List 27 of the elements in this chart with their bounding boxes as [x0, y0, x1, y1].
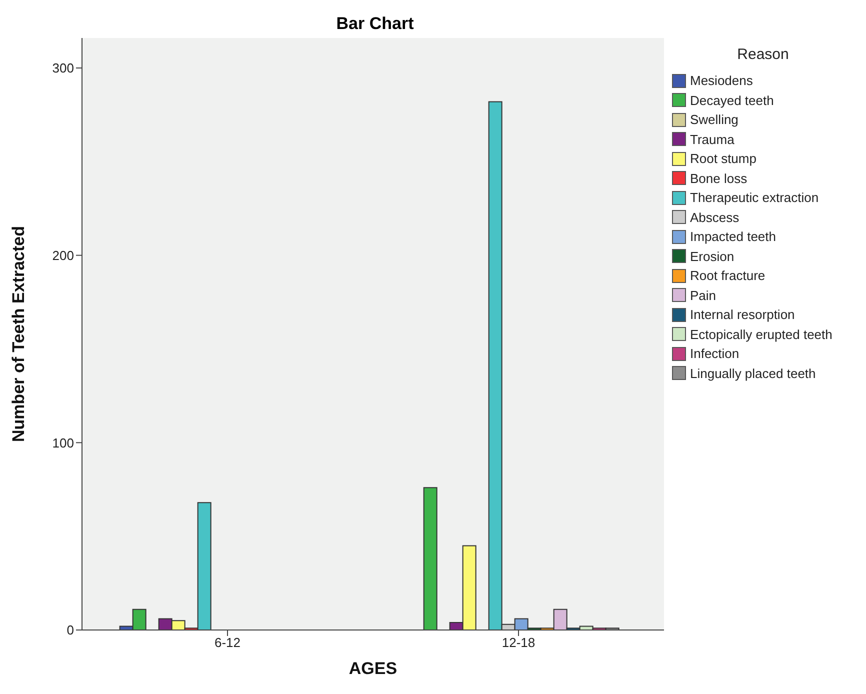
legend-label: Internal resorption [690, 307, 795, 322]
legend-label: Pain [690, 288, 716, 303]
x-tick-label: 6-12 [214, 635, 241, 650]
legend-label: Swelling [690, 112, 738, 128]
y-tick-label: 0 [66, 622, 74, 638]
legend-label: Bone loss [690, 170, 748, 186]
bar [423, 487, 438, 630]
legend-label: Abscess [690, 210, 740, 225]
legend-label: Mesiodens [690, 73, 753, 88]
chart-title: Bar Chart [335, 14, 415, 34]
y-tick-label: 100 [52, 435, 74, 450]
legend-label: Decayed teeth [690, 92, 774, 108]
y-axis-title: Number of Teeth Extracted [9, 226, 28, 442]
legend-label: Lingually placed teeth [690, 366, 816, 381]
legend-label: Infection [690, 346, 740, 362]
legend-label: Erosion [690, 248, 734, 264]
y-tick-label: 200 [52, 248, 74, 263]
legend-label: Ectopically erupted teeth [690, 326, 832, 342]
legend-label: Root stump [690, 151, 756, 166]
legend-label: Trauma [690, 132, 734, 147]
legend-label: Root fracture [690, 268, 766, 284]
legend-label: Impacted teeth [690, 229, 776, 244]
y-tick-label: 300 [52, 60, 74, 76]
x-tick-label: 12-18 [502, 635, 536, 650]
x-axis-title: AGES [348, 659, 398, 678]
legend-label: Therapeutic extraction [690, 190, 819, 206]
legend-title: Reason [736, 46, 790, 63]
